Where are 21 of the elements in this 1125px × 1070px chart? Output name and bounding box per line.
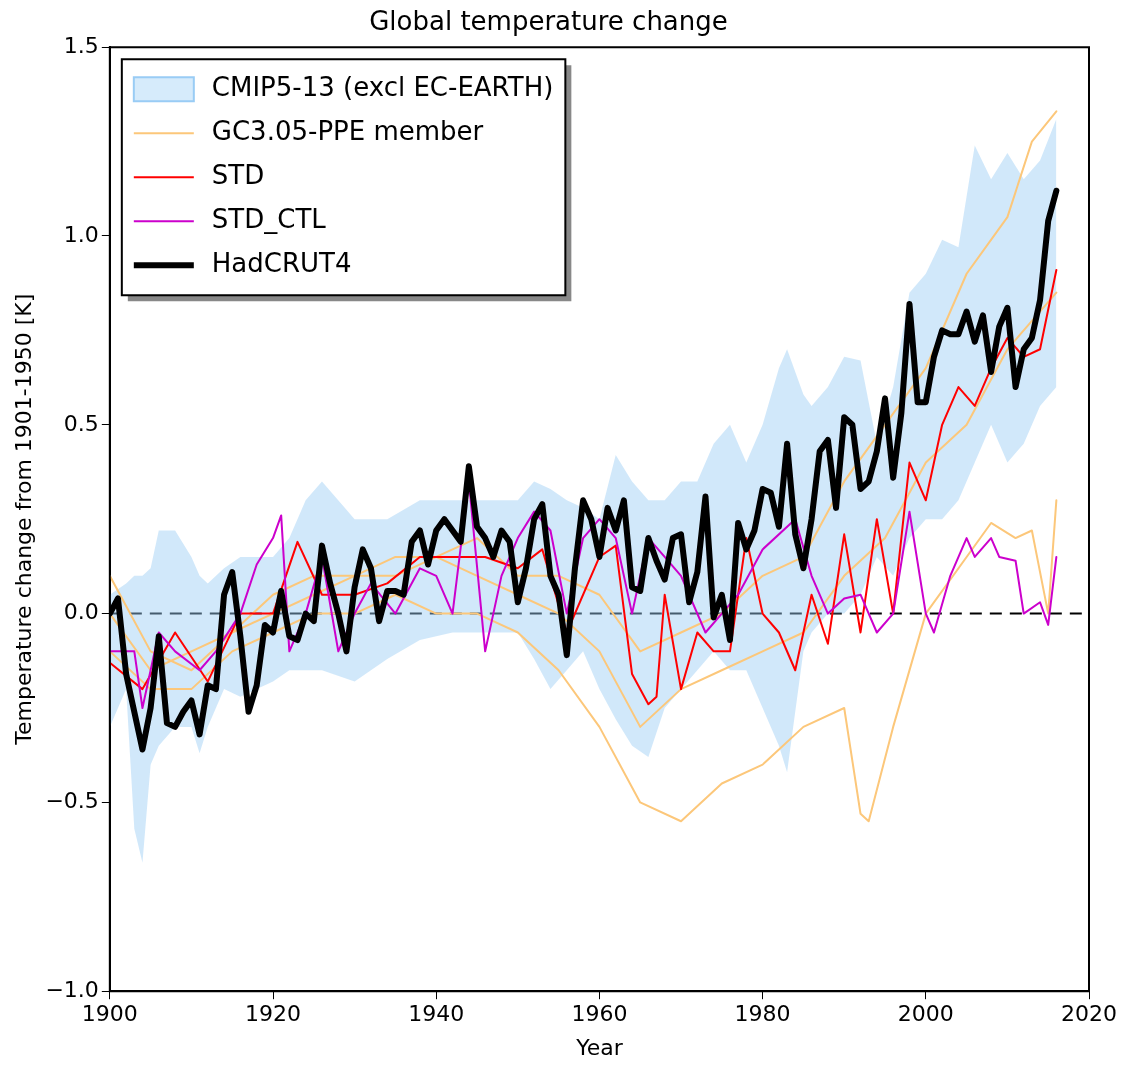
x-axis-title: Year	[575, 1034, 624, 1060]
x-tick-label: 1940	[408, 1001, 465, 1027]
x-tick-label: 1960	[571, 1001, 628, 1027]
y-tick-label: −1.0	[45, 976, 99, 1002]
legend-label: GC3.05-PPE member	[211, 115, 484, 146]
x-tick-label: 1980	[734, 1001, 791, 1027]
y-tick-label: 1.5	[63, 32, 99, 58]
x-tick-label: 2020	[1061, 1001, 1117, 1027]
legend-label: HadCRUT4	[211, 247, 352, 278]
legend-label: CMIP5-13 (excl EC-EARTH)	[211, 71, 554, 102]
x-tick-label: 1900	[81, 1001, 138, 1027]
y-axis-title: Temperature change from 1901-1950 [K]	[10, 293, 36, 746]
y-tick-label: −0.5	[45, 788, 99, 814]
legend-label: STD_CTL	[211, 203, 327, 234]
x-tick-label: 1920	[245, 1001, 302, 1027]
y-tick-label: 1.0	[63, 221, 99, 247]
legend-label: STD	[211, 159, 265, 190]
x-tick-label: 2000	[897, 1001, 954, 1027]
chart-title: Global temperature change	[369, 6, 728, 37]
y-tick-label: 0.5	[63, 410, 99, 436]
y-tick-label: 0.0	[63, 599, 99, 625]
